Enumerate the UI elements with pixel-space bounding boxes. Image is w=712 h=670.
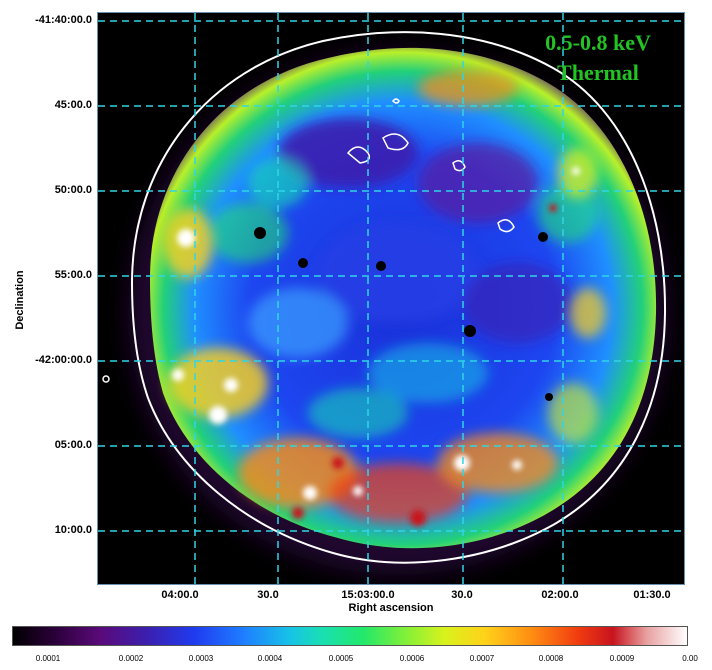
colorbar-tick-label: 0.0003 bbox=[188, 654, 214, 663]
x-tick-label: 30.0 bbox=[451, 589, 473, 601]
colorbar-tick-label: 0.0009 bbox=[609, 654, 635, 663]
colorbar-tick-label: 0.00 bbox=[682, 654, 698, 663]
y-tick-label: 05:00.0 bbox=[54, 439, 92, 451]
colorbar-tick-label: 0.0005 bbox=[328, 654, 354, 663]
y-tick-label: 45:00.0 bbox=[54, 99, 92, 111]
x-tick-label: 01:30.0 bbox=[633, 589, 671, 601]
colorbar-tick-label: 0.0008 bbox=[538, 654, 564, 663]
energy-band-label: 0.5-0.8 keV Thermal bbox=[545, 28, 651, 88]
inner-contours bbox=[102, 98, 515, 383]
colorbar-tick-label: 0.0004 bbox=[257, 654, 283, 663]
x-tick-label: 30.0 bbox=[257, 589, 279, 601]
colorbar-tick-label: 0.0001 bbox=[35, 654, 61, 663]
bright-rim-emission bbox=[163, 70, 606, 523]
emission-type: Thermal bbox=[557, 60, 639, 85]
outer-contour bbox=[130, 31, 667, 564]
x-tick-label: 04:00.0 bbox=[161, 589, 199, 601]
x-ray-image-panel bbox=[97, 12, 685, 585]
x-tick-label: 02:00.0 bbox=[541, 589, 579, 601]
x-axis-title: Right ascension bbox=[348, 602, 434, 614]
colorbar-tick-label: 0.0007 bbox=[469, 654, 495, 663]
y-axis-title: Declination bbox=[14, 270, 26, 330]
x-tick-label: 15:03:00.0 bbox=[341, 589, 395, 601]
energy-band-range: 0.5-0.8 keV bbox=[545, 30, 651, 55]
colorbar-tick-label: 0.0006 bbox=[399, 654, 425, 663]
coordinate-grid bbox=[98, 13, 684, 584]
y-tick-label: 10:00.0 bbox=[54, 524, 92, 536]
y-tick-label: 50:00.0 bbox=[54, 184, 92, 196]
dark-voids bbox=[254, 227, 553, 401]
y-tick-label: -42:00:00.0 bbox=[35, 354, 92, 366]
colorbar-tick-label: 0.0002 bbox=[118, 654, 144, 663]
y-tick-label: 55:00.0 bbox=[54, 269, 92, 281]
y-tick-label: -41:40:00.0 bbox=[35, 14, 92, 26]
remnant-image bbox=[98, 13, 684, 584]
hot-spots bbox=[172, 167, 580, 526]
interior-texture bbox=[208, 118, 598, 438]
intensity-colorbar bbox=[12, 626, 688, 646]
